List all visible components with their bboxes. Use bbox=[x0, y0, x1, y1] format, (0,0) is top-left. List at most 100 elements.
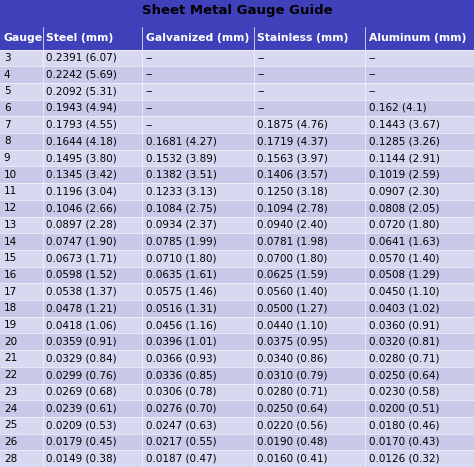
Text: 28: 28 bbox=[4, 453, 17, 464]
Text: 24: 24 bbox=[4, 403, 17, 414]
Text: 13: 13 bbox=[4, 220, 17, 230]
Text: 0.0710 (1.80): 0.0710 (1.80) bbox=[146, 253, 217, 263]
Bar bbox=[0, 433, 474, 450]
Text: Galvanized (mm): Galvanized (mm) bbox=[146, 33, 249, 43]
Text: 0.0575 (1.46): 0.0575 (1.46) bbox=[146, 287, 217, 297]
Text: 0.0329 (0.84): 0.0329 (0.84) bbox=[46, 354, 117, 363]
Text: Gauge: Gauge bbox=[4, 33, 43, 43]
Text: 0.0635 (1.61): 0.0635 (1.61) bbox=[146, 270, 217, 280]
Text: 0.0276 (0.70): 0.0276 (0.70) bbox=[146, 403, 217, 414]
Bar bbox=[0, 183, 474, 200]
Text: --: -- bbox=[257, 86, 265, 96]
Text: 0.1144 (2.91): 0.1144 (2.91) bbox=[369, 153, 440, 163]
Text: --: -- bbox=[146, 70, 154, 79]
Text: 12: 12 bbox=[4, 203, 17, 213]
Text: 23: 23 bbox=[4, 387, 17, 397]
Text: 0.0180 (0.46): 0.0180 (0.46) bbox=[369, 420, 439, 430]
Text: 0.1046 (2.66): 0.1046 (2.66) bbox=[46, 203, 117, 213]
Text: --: -- bbox=[257, 53, 265, 63]
Text: 0.0500 (1.27): 0.0500 (1.27) bbox=[257, 304, 328, 313]
Text: 0.0280 (0.71): 0.0280 (0.71) bbox=[369, 354, 439, 363]
Text: 0.0320 (0.81): 0.0320 (0.81) bbox=[369, 337, 439, 347]
Bar bbox=[0, 350, 474, 367]
Text: 0.0403 (1.02): 0.0403 (1.02) bbox=[369, 304, 439, 313]
Text: --: -- bbox=[146, 103, 154, 113]
Text: 0.0538 (1.37): 0.0538 (1.37) bbox=[46, 287, 117, 297]
Text: 0.1345 (3.42): 0.1345 (3.42) bbox=[46, 170, 118, 180]
Text: 20: 20 bbox=[4, 337, 17, 347]
Text: 0.0360 (0.91): 0.0360 (0.91) bbox=[369, 320, 439, 330]
Text: 0.0366 (0.93): 0.0366 (0.93) bbox=[146, 354, 217, 363]
Text: 0.0700 (1.80): 0.0700 (1.80) bbox=[257, 253, 328, 263]
Text: 0.1563 (3.97): 0.1563 (3.97) bbox=[257, 153, 328, 163]
Text: 0.0808 (2.05): 0.0808 (2.05) bbox=[369, 203, 439, 213]
Text: 0.0785 (1.99): 0.0785 (1.99) bbox=[146, 237, 217, 247]
Text: Steel (mm): Steel (mm) bbox=[46, 33, 114, 43]
Bar bbox=[0, 150, 474, 166]
Text: 0.0187 (0.47): 0.0187 (0.47) bbox=[146, 453, 217, 464]
Text: 0.1495 (3.80): 0.1495 (3.80) bbox=[46, 153, 117, 163]
Text: 0.2092 (5.31): 0.2092 (5.31) bbox=[46, 86, 117, 96]
Bar bbox=[0, 83, 474, 99]
Text: 0.1233 (3.13): 0.1233 (3.13) bbox=[146, 186, 217, 197]
Bar bbox=[0, 367, 474, 383]
Text: 0.162 (4.1): 0.162 (4.1) bbox=[369, 103, 427, 113]
Text: 0.0625 (1.59): 0.0625 (1.59) bbox=[257, 270, 328, 280]
Text: 0.0375 (0.95): 0.0375 (0.95) bbox=[257, 337, 328, 347]
Text: 0.0450 (1.10): 0.0450 (1.10) bbox=[369, 287, 439, 297]
Text: 0.0340 (0.86): 0.0340 (0.86) bbox=[257, 354, 328, 363]
Text: 0.0250 (0.64): 0.0250 (0.64) bbox=[257, 403, 328, 414]
Bar bbox=[0, 27, 474, 50]
Text: --: -- bbox=[257, 70, 265, 79]
Text: 0.1532 (3.89): 0.1532 (3.89) bbox=[146, 153, 217, 163]
Text: 0.0220 (0.56): 0.0220 (0.56) bbox=[257, 420, 328, 430]
Text: 0.0217 (0.55): 0.0217 (0.55) bbox=[146, 437, 217, 447]
Text: 25: 25 bbox=[4, 420, 17, 430]
Bar bbox=[0, 200, 474, 217]
Text: 0.0306 (0.78): 0.0306 (0.78) bbox=[146, 387, 217, 397]
Text: 0.1443 (3.67): 0.1443 (3.67) bbox=[369, 120, 440, 130]
Text: 15: 15 bbox=[4, 253, 17, 263]
Text: 0.2242 (5.69): 0.2242 (5.69) bbox=[46, 70, 118, 79]
Text: 0.0190 (0.48): 0.0190 (0.48) bbox=[257, 437, 328, 447]
Text: 6: 6 bbox=[4, 103, 10, 113]
Bar bbox=[0, 66, 474, 83]
Text: 26: 26 bbox=[4, 437, 17, 447]
Text: 0.0641 (1.63): 0.0641 (1.63) bbox=[369, 237, 439, 247]
Text: 5: 5 bbox=[4, 86, 10, 96]
Text: Stainless (mm): Stainless (mm) bbox=[257, 33, 349, 43]
Text: 0.0209 (0.53): 0.0209 (0.53) bbox=[46, 420, 117, 430]
Text: 0.0440 (1.10): 0.0440 (1.10) bbox=[257, 320, 328, 330]
Bar bbox=[0, 50, 474, 66]
Text: 0.0149 (0.38): 0.0149 (0.38) bbox=[46, 453, 117, 464]
Text: 21: 21 bbox=[4, 354, 17, 363]
Text: 19: 19 bbox=[4, 320, 17, 330]
Text: 0.0478 (1.21): 0.0478 (1.21) bbox=[46, 304, 117, 313]
Text: --: -- bbox=[257, 103, 265, 113]
Bar bbox=[0, 116, 474, 133]
Text: 18: 18 bbox=[4, 304, 17, 313]
Text: 0.0516 (1.31): 0.0516 (1.31) bbox=[146, 304, 217, 313]
Text: 4: 4 bbox=[4, 70, 10, 79]
Bar bbox=[0, 99, 474, 116]
Bar bbox=[0, 166, 474, 183]
Text: 0.0250 (0.64): 0.0250 (0.64) bbox=[369, 370, 439, 380]
Text: 0.1406 (3.57): 0.1406 (3.57) bbox=[257, 170, 328, 180]
Bar bbox=[0, 283, 474, 300]
Text: 0.0673 (1.71): 0.0673 (1.71) bbox=[46, 253, 117, 263]
Text: 0.0934 (2.37): 0.0934 (2.37) bbox=[146, 220, 217, 230]
Text: 0.0280 (0.71): 0.0280 (0.71) bbox=[257, 387, 328, 397]
Bar bbox=[0, 383, 474, 400]
Text: 0.0299 (0.76): 0.0299 (0.76) bbox=[46, 370, 117, 380]
Text: 0.0179 (0.45): 0.0179 (0.45) bbox=[46, 437, 117, 447]
Text: 0.1644 (4.18): 0.1644 (4.18) bbox=[46, 136, 118, 146]
Text: 0.0508 (1.29): 0.0508 (1.29) bbox=[369, 270, 439, 280]
Text: 0.0897 (2.28): 0.0897 (2.28) bbox=[46, 220, 117, 230]
Text: 10: 10 bbox=[4, 170, 17, 180]
Text: 3: 3 bbox=[4, 53, 10, 63]
Text: --: -- bbox=[146, 86, 154, 96]
Text: 0.0720 (1.80): 0.0720 (1.80) bbox=[369, 220, 439, 230]
Text: 22: 22 bbox=[4, 370, 17, 380]
Text: 0.0907 (2.30): 0.0907 (2.30) bbox=[369, 186, 439, 197]
Bar bbox=[0, 233, 474, 250]
